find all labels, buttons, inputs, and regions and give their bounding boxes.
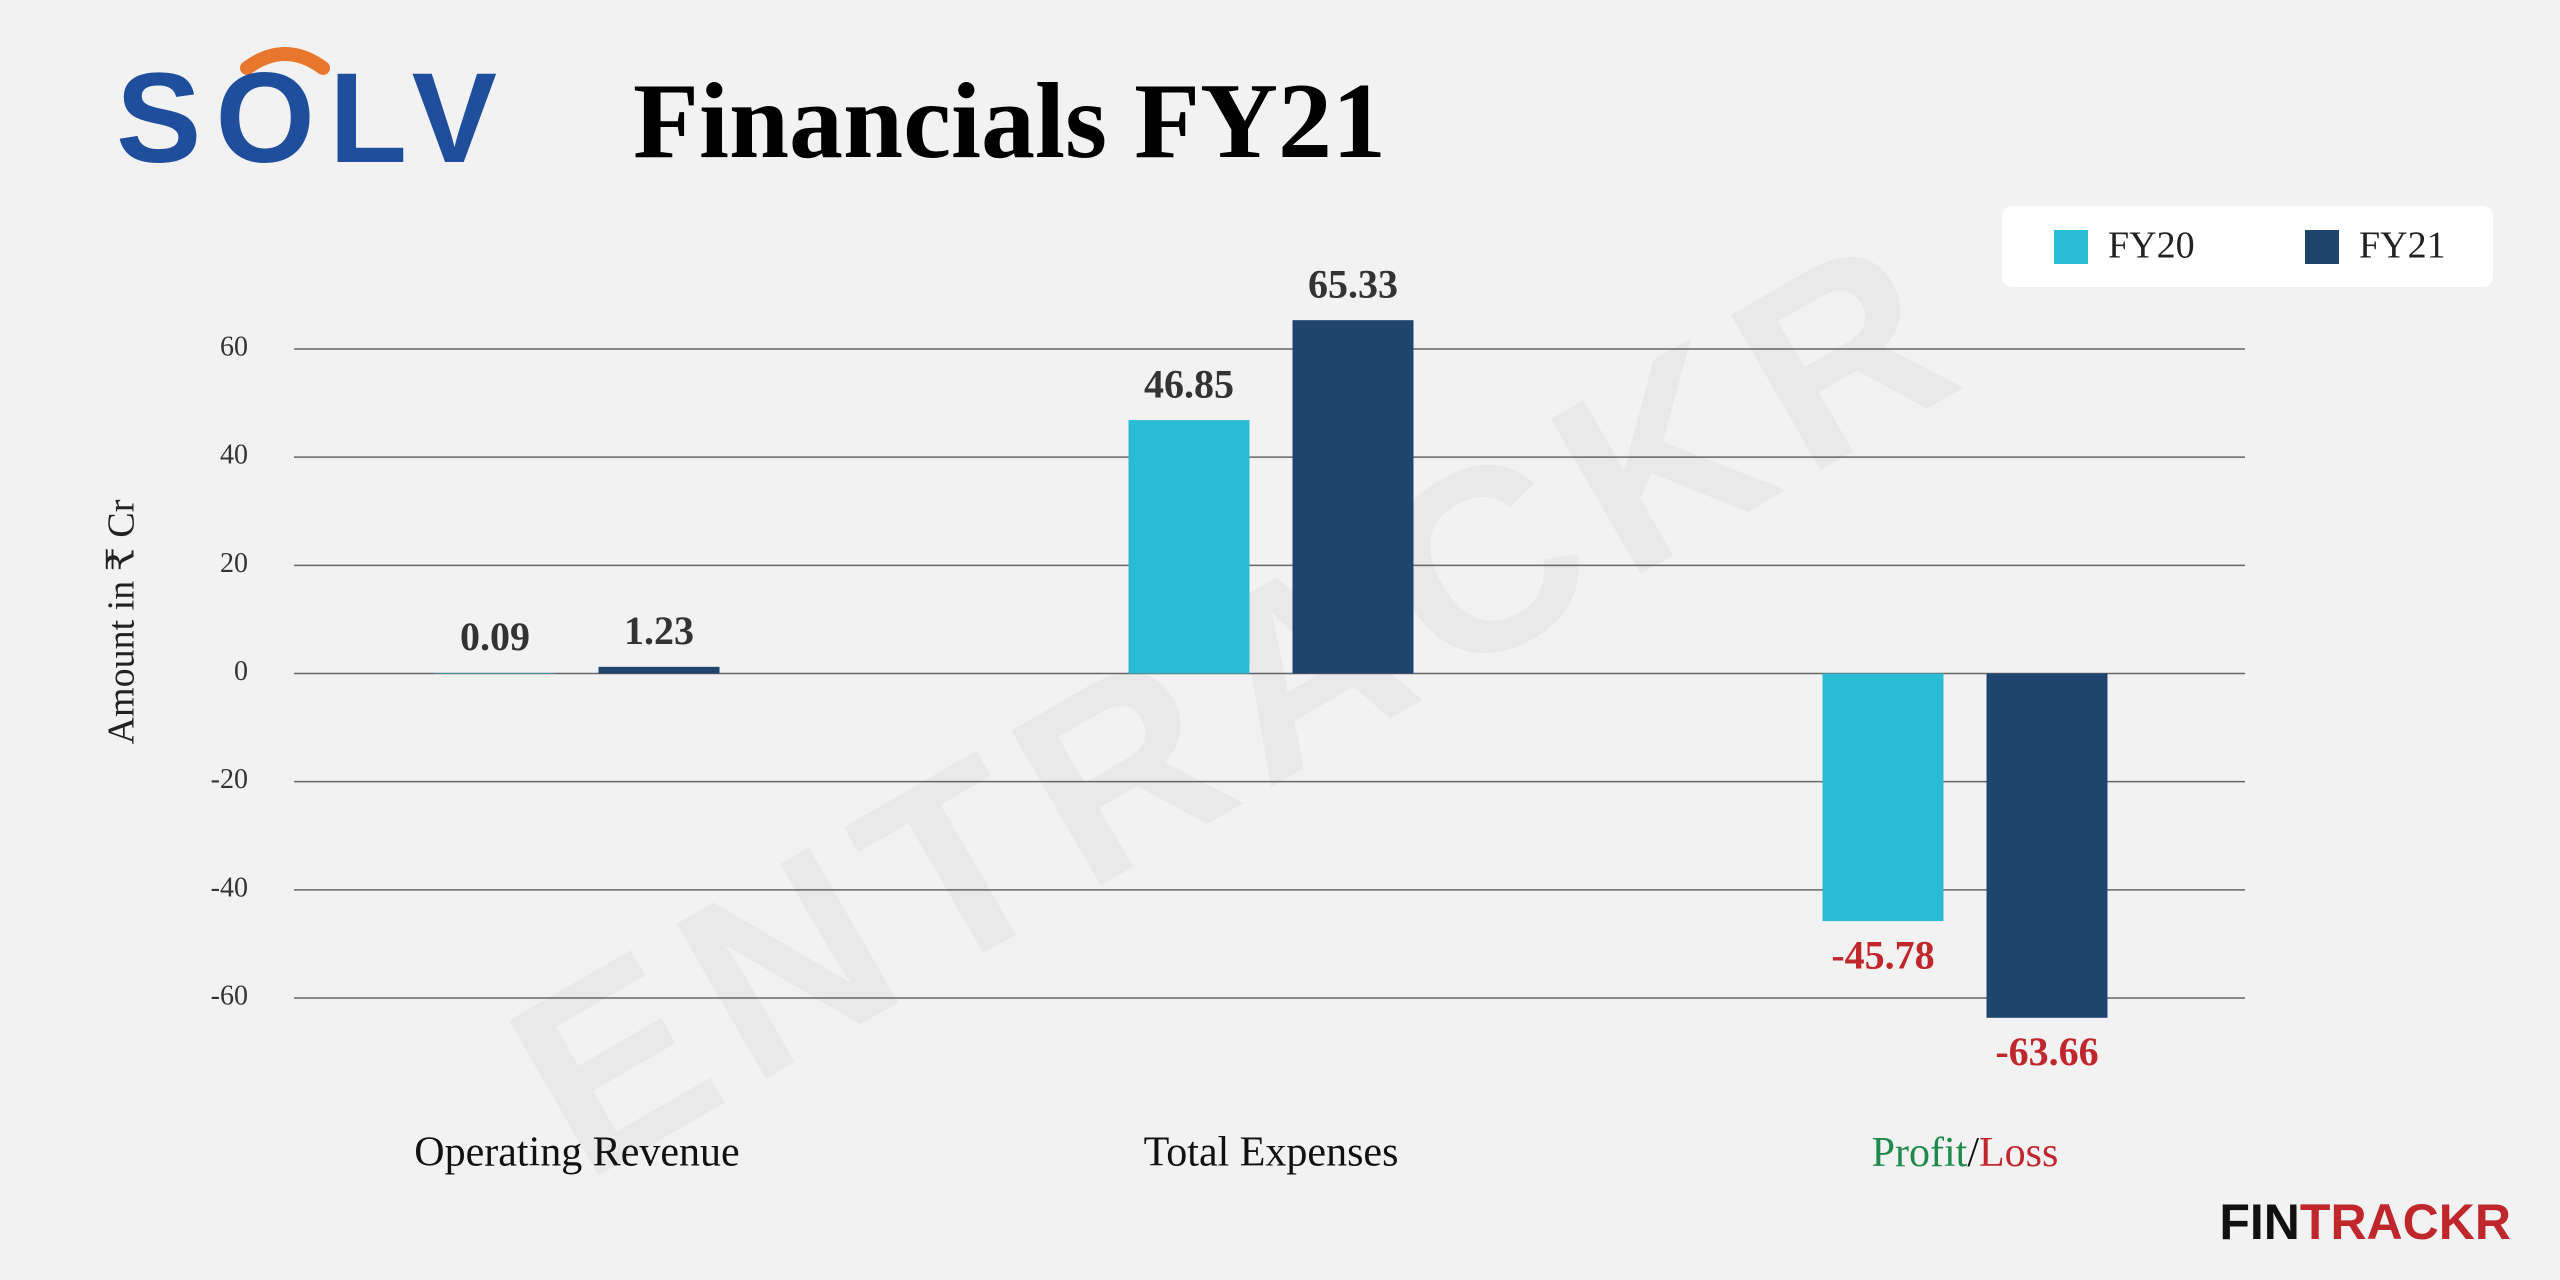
chart-title: Financials FY21 bbox=[633, 62, 1386, 181]
label-part: Profit bbox=[1872, 1130, 1968, 1176]
legend-box bbox=[2002, 206, 2493, 287]
value-label: 65.33 bbox=[1308, 261, 1398, 306]
bar bbox=[1986, 673, 2108, 1018]
legend-label: FY21 bbox=[2359, 225, 2446, 267]
logo-arc bbox=[240, 47, 330, 75]
legend-swatch bbox=[2054, 230, 2088, 264]
y-tick-label: 60 bbox=[220, 331, 248, 362]
value-label: 0.09 bbox=[460, 614, 530, 659]
x-tick-label: Profit/Loss bbox=[1872, 1130, 2059, 1176]
y-tick-label: -20 bbox=[211, 764, 248, 795]
brand: FINTRACKR bbox=[2219, 1194, 2511, 1250]
value-label: -63.66 bbox=[1995, 1029, 2098, 1074]
bar bbox=[1128, 420, 1250, 674]
brand-part: FIN bbox=[2219, 1194, 2300, 1250]
y-tick-label: 20 bbox=[220, 548, 248, 579]
logo: SOLV bbox=[116, 47, 511, 190]
y-tick-label: -40 bbox=[211, 872, 248, 903]
value-label: 46.85 bbox=[1144, 361, 1234, 406]
y-tick-label: -60 bbox=[211, 980, 248, 1011]
value-label: 1.23 bbox=[624, 608, 694, 653]
label-part: Loss bbox=[1979, 1130, 2058, 1176]
x-tick-label: Total Expenses bbox=[1144, 1130, 1399, 1176]
bar bbox=[598, 666, 720, 674]
brand-part: TRACKR bbox=[2300, 1194, 2511, 1250]
y-tick-label: 40 bbox=[220, 440, 248, 471]
legend-label: FY20 bbox=[2108, 225, 2195, 267]
y-axis-label: Amount in ₹ Cr bbox=[101, 499, 143, 744]
value-label: -45.78 bbox=[1831, 932, 1934, 977]
legend-swatch bbox=[2305, 230, 2339, 264]
bar bbox=[1292, 320, 1414, 674]
x-tick-label: Operating Revenue bbox=[414, 1130, 739, 1176]
label-part: / bbox=[1967, 1130, 1979, 1176]
bar bbox=[1822, 673, 1944, 922]
y-tick-label: 0 bbox=[234, 656, 248, 687]
